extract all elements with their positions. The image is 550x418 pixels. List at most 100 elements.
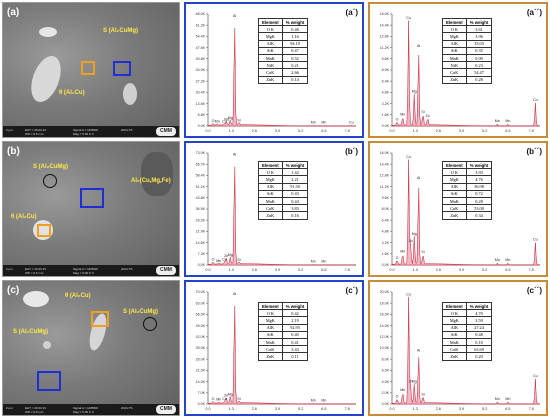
x-tick-label: 1.3: [413, 268, 418, 272]
date-label: 2024-TS: [121, 128, 133, 132]
spectrum-curve: [391, 159, 540, 266]
y-tick-label: 21.0K: [196, 369, 206, 373]
table-cell: 53.00: [465, 204, 493, 213]
table-cell: AlK: [258, 323, 283, 332]
peak-label: Si: [237, 397, 240, 401]
spectrum-curve: [391, 20, 540, 127]
peak-label: Mn: [400, 388, 405, 392]
table-row: O K 3.93: [442, 168, 493, 177]
x-tick-label: 7.8: [528, 268, 533, 272]
peak-label: Cu: [349, 121, 354, 125]
table-cell: 0.46: [281, 25, 309, 34]
x-tick-label: 3.9: [275, 129, 280, 133]
table-cell: 0.11: [281, 352, 309, 361]
table-row: ZnK 0.16: [258, 211, 309, 220]
y-tick-label: 12.8K: [380, 35, 390, 39]
table-header-cell: Element: [442, 301, 467, 311]
table-header-row: Element% weight: [258, 301, 309, 311]
x-tick-label: 2.6: [252, 268, 257, 272]
blue-marker-box: [80, 188, 104, 208]
table-cell: 0.42: [281, 309, 309, 318]
spectrum-svg: 16.0K 14.4K 12.8K 11.2K 9.6K 8.0K 6.4K 4.8K 3.2K…: [380, 12, 540, 133]
phase-annotation: θ (Al₂Cu): [11, 214, 37, 220]
y-tick-label: 63.0K: [196, 301, 206, 305]
table-cell: ZnK: [442, 75, 467, 84]
composition-table: Element% weight O K 0.46 MgK 1.16 AlK 94.19 SiK…: [258, 17, 309, 84]
y-tick-label: 49.0K: [196, 324, 206, 328]
y-tick-label: 6.4K: [382, 218, 390, 222]
peak-label: Mn: [321, 121, 326, 125]
x-tick-label: 0.0: [205, 268, 210, 272]
table-cell: 0.40: [281, 330, 309, 339]
eds-spectrum-a-prime: 68.0K 61.2K 54.4K 47.6K 40.8K 34.0K 27.2K 20.4K…: [184, 2, 364, 138]
x-tick-label: 3.9: [275, 407, 280, 411]
panel-label: (a): [7, 7, 20, 18]
table-row: SiK 0.47: [258, 46, 309, 55]
sem-image-c: (c) θ (Al₂Cu) S (Al₂CuMg) S (Al₂CuMg) 2 …: [2, 280, 180, 416]
peak-label: Si: [421, 250, 424, 254]
y-tick-label: 11.2K: [380, 185, 390, 189]
peak-label: Cu: [406, 155, 411, 159]
peak-label: Al: [233, 292, 236, 296]
table-row: SiK 0.43: [258, 189, 309, 198]
table-cell: 2.19: [281, 316, 309, 325]
x-tick-label: 0.0: [205, 129, 210, 133]
eds-spectrum-a-double-prime: 16.0K 14.4K 12.8K 11.2K 9.6K 8.0K 6.4K 4.8K 3.2K…: [368, 2, 548, 138]
table-row: O K 1.42: [258, 168, 309, 177]
peak-label: O: [212, 119, 215, 123]
y-tick-label: 16.0K: [380, 313, 390, 317]
spectrum-svg: 16.0K 14.4K 12.8K 11.2K 9.6K 8.0K 6.4K 4.8K 3.2K…: [380, 151, 540, 272]
table-row: CuK 63.69: [442, 345, 493, 354]
table-cell: 3.93: [465, 168, 493, 177]
peak-label: Al: [417, 44, 420, 48]
table-header-cell: % weight: [281, 301, 309, 311]
peak-label: Mn: [495, 397, 500, 401]
scale-bar-label: 2 µm: [6, 406, 13, 410]
cmm-logo: CMM: [156, 266, 176, 275]
x-tick-label: 5.2: [482, 129, 487, 133]
table-row: MgK 2.21: [258, 175, 309, 184]
composition-table: Element% weight O K 1.42 MgK 2.21 AlK 91.50 SiK…: [258, 160, 309, 220]
wd-label: WD = 9.5 mm: [25, 410, 44, 414]
x-tick-label: 2.6: [436, 129, 441, 133]
table-cell: 3.96: [465, 32, 493, 41]
table-cell: 4.70: [465, 309, 493, 318]
x-tick-label: 7.8: [528, 129, 533, 133]
table-cell: MnK: [442, 196, 467, 206]
table-cell: O K: [258, 25, 283, 34]
table-cell: MgK: [442, 175, 467, 184]
peak-label: Si: [237, 258, 240, 262]
table-cell: CuK: [258, 345, 283, 354]
table-cell: SiK: [258, 330, 283, 339]
peak-label: Mn: [400, 250, 405, 254]
spectrum-curve: [207, 305, 356, 405]
table-cell: 0.44: [281, 196, 309, 206]
table-cell: MgK: [442, 32, 467, 41]
peak-label: Mn: [321, 260, 326, 264]
table-cell: 0.43: [281, 189, 309, 198]
table-cell: SiK: [442, 330, 467, 339]
y-tick-label: 14.4K: [380, 162, 390, 166]
orange-marker-box: [37, 224, 51, 237]
table-row: MnK 0.28: [442, 196, 493, 206]
y-tick-label: 0.0K: [382, 124, 390, 128]
peak-label: O: [212, 258, 215, 262]
x-tick-label: 2.6: [436, 268, 441, 272]
x-tick-label: 0.0: [205, 407, 210, 411]
table-row: CuK 54.47: [442, 68, 493, 77]
table-header-cell: Element: [258, 301, 283, 311]
particle: [141, 152, 173, 196]
peak-label: Cu: [406, 16, 411, 20]
peak-label: Al: [233, 153, 236, 157]
table-cell: 0.20: [465, 352, 493, 361]
table-row: AlK 27.24: [442, 323, 493, 332]
peak-label: Mn: [495, 119, 500, 123]
orange-marker-box: [81, 61, 95, 75]
table-cell: 36.98: [465, 182, 493, 191]
x-tick-label: 3.9: [275, 268, 280, 272]
y-tick-label: 1.6K: [382, 252, 390, 256]
x-tick-label: 5.2: [482, 407, 487, 411]
peak-label: Al: [417, 176, 420, 180]
peak-label: Zn: [224, 393, 228, 397]
table-cell: O K: [442, 25, 467, 34]
